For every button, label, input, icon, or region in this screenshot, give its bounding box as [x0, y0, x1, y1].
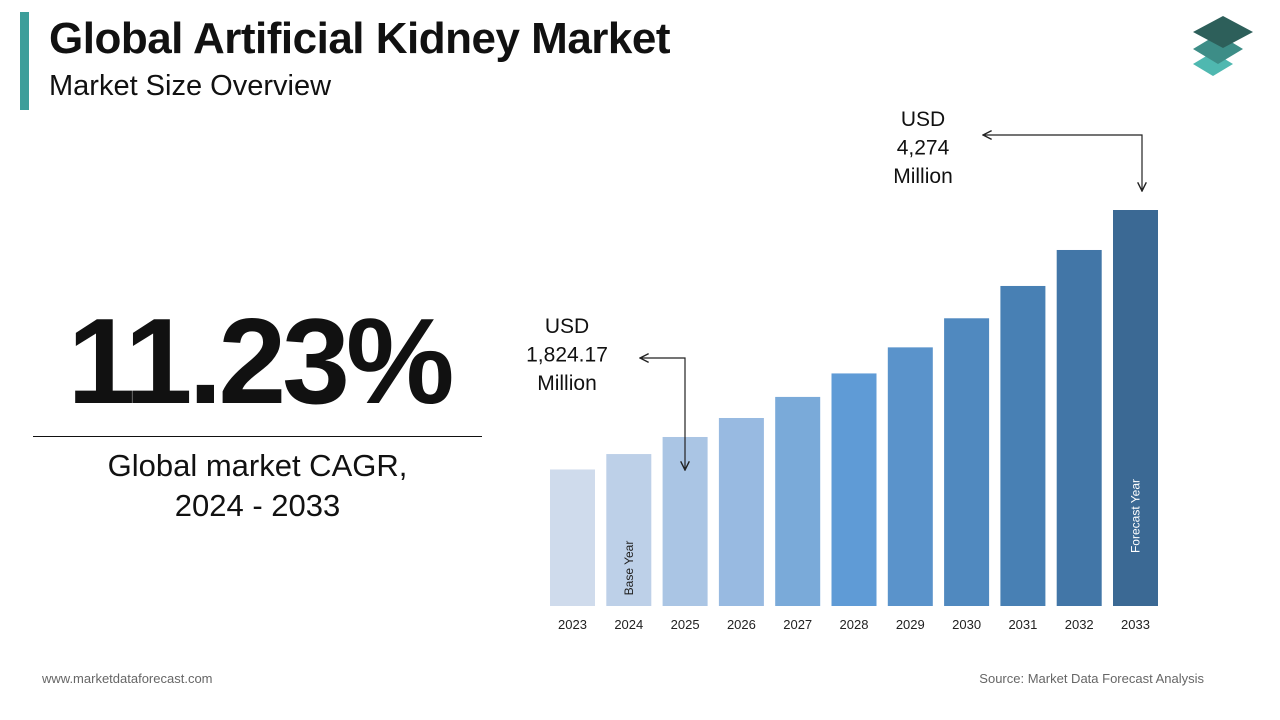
- x-tick-label-2032: 2032: [1065, 617, 1094, 632]
- cagr-divider: [33, 436, 482, 437]
- annotation-arrow-2025: [640, 358, 685, 470]
- x-tick-label-2030: 2030: [952, 617, 981, 632]
- page-subtitle: Market Size Overview: [49, 70, 332, 102]
- x-tick-label-2026: 2026: [727, 617, 756, 632]
- bar-2026: [718, 417, 764, 606]
- annotation-2025-line-3: Million: [537, 372, 597, 395]
- footer-source: Source: Market Data Forecast Analysis: [979, 671, 1204, 686]
- bar-2023: [550, 469, 595, 606]
- title-accent-bar: [20, 12, 29, 110]
- x-tick-label-2031: 2031: [1008, 617, 1037, 632]
- logo-layer-top: [1193, 16, 1253, 48]
- brand-logo-icon: [1193, 16, 1253, 76]
- footer-website: www.marketdataforecast.com: [42, 671, 213, 686]
- x-tick-label-2029: 2029: [896, 617, 925, 632]
- annotation-arrow-2033: [983, 135, 1142, 191]
- x-tick-label-2028: 2028: [840, 617, 869, 632]
- page-title: Global Artificial Kidney Market: [49, 14, 671, 63]
- x-tick-label-2025: 2025: [671, 617, 700, 632]
- cagr-caption: Global market CAGR, 2024 - 2033: [33, 446, 482, 526]
- annotation-2025-line-2: 1,824.17: [526, 344, 608, 367]
- annotation-2033-line-3: Million: [893, 165, 953, 188]
- annotation-2033-line-2: 4,274: [897, 137, 950, 160]
- bar-2031: [1000, 285, 1046, 606]
- x-tick-label-2033: 2033: [1121, 617, 1150, 632]
- cagr-caption-line2: 2024 - 2033: [174, 488, 341, 523]
- x-tick-label-2024: 2024: [614, 617, 643, 632]
- bar-label-forecast-year: Forecast Year: [1129, 479, 1143, 553]
- x-tick-label-2027: 2027: [783, 617, 812, 632]
- annotation-2033-line-1: USD: [901, 108, 945, 131]
- annotation-2025-line-1: USD: [545, 315, 589, 338]
- bar-2030: [944, 318, 990, 606]
- bar-label-base-year: Base Year: [622, 541, 636, 596]
- bar-2029: [887, 347, 933, 606]
- cagr-caption-line1: Global market CAGR,: [107, 448, 408, 483]
- bar-2024: [606, 454, 652, 606]
- x-tick-label-2023: 2023: [558, 617, 587, 632]
- cagr-value: 11.23%: [67, 293, 454, 429]
- bar-2032: [1056, 249, 1102, 607]
- bar-2033: [1113, 210, 1158, 606]
- bar-2027: [775, 396, 821, 606]
- bar-2028: [831, 373, 877, 606]
